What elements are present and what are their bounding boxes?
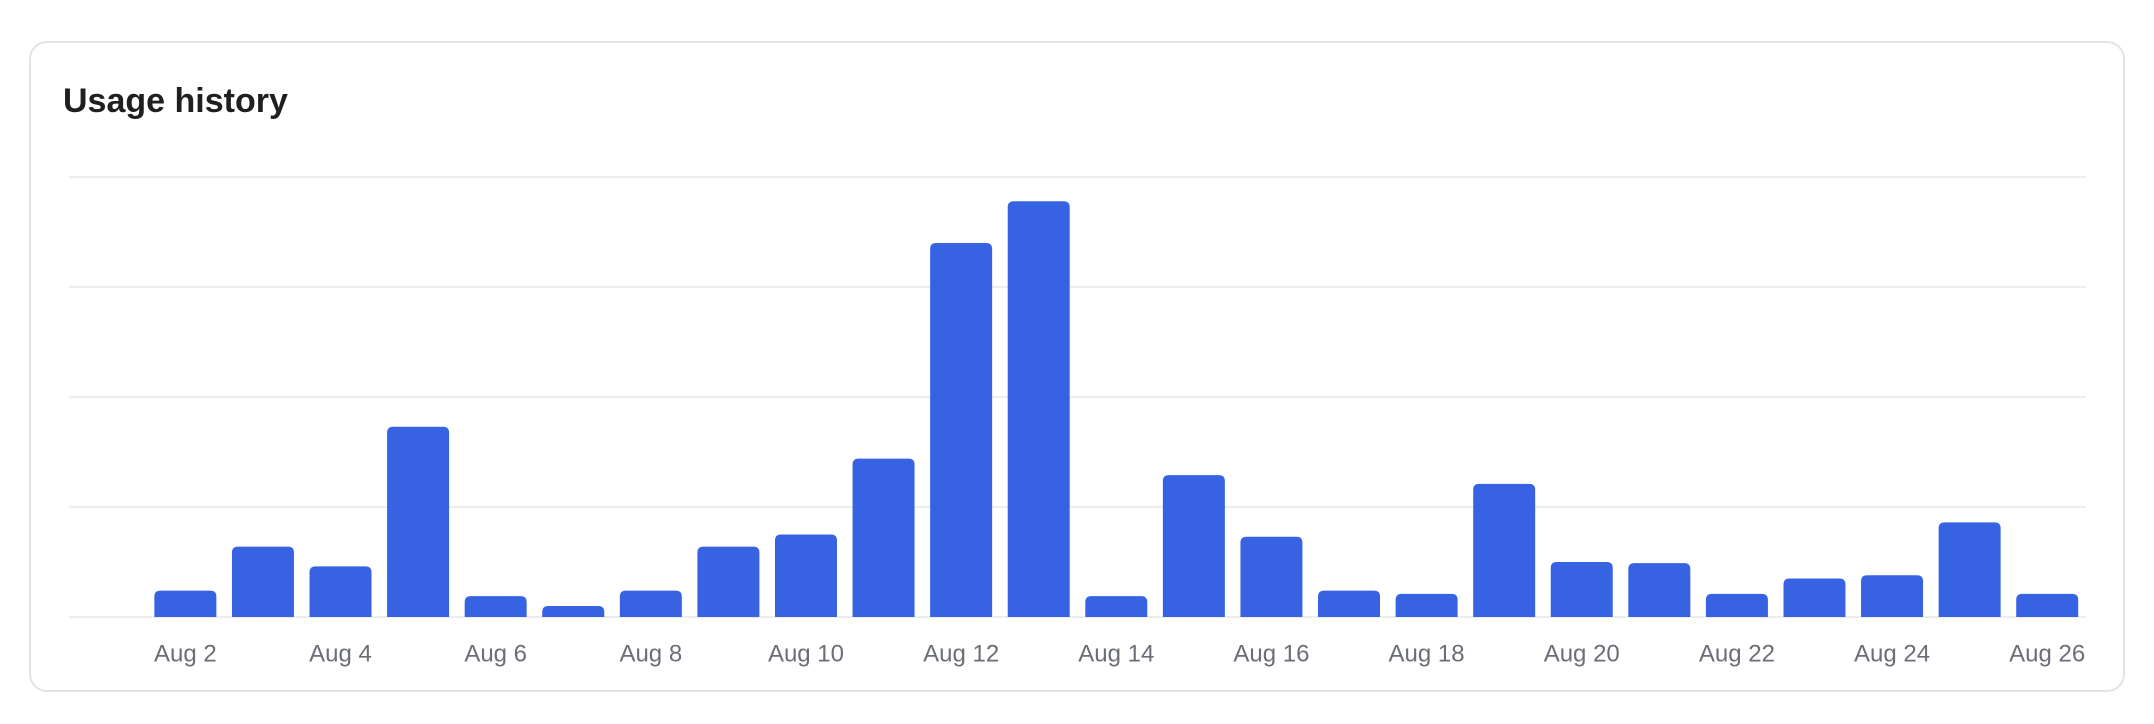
bar [1783,578,1846,617]
x-tick-label: Aug 12 [923,640,999,667]
bar [930,243,993,617]
bar [464,596,527,617]
bar [1240,536,1303,617]
bar [1628,563,1691,617]
bar [542,606,605,617]
x-tick-label: Aug 26 [2009,640,2085,667]
x-tick-label: Aug 2 [154,640,217,667]
x-tick-label: Aug 24 [1854,640,1930,667]
bar [1861,575,1924,617]
bar [774,534,837,617]
usage-card [29,41,2125,692]
bar [1318,590,1381,617]
bar [309,566,372,617]
bar [852,458,915,617]
x-tick-label: Aug 22 [1699,640,1775,667]
x-tick-label: Aug 8 [619,640,682,667]
x-tick-label: Aug 6 [464,640,527,667]
bar [154,590,217,617]
x-tick-label: Aug 18 [1389,640,1465,667]
x-tick-label: Aug 10 [768,640,844,667]
x-tick-label: Aug 14 [1078,640,1154,667]
bar [619,590,682,617]
x-tick-label: Aug 16 [1233,640,1309,667]
bar [1162,475,1225,617]
bar [2016,593,2079,617]
x-tick-label: Aug 4 [309,640,372,667]
bar [387,426,450,617]
bar [1473,483,1536,617]
x-tick-label: Aug 20 [1544,640,1620,667]
bar [231,546,294,617]
chart-title: Usage history [63,82,288,120]
bar [1007,201,1070,617]
bar [1705,593,1768,617]
bar [1395,593,1458,617]
bar [697,546,760,617]
bar [1550,562,1613,617]
bar [1938,522,2001,617]
bar [1085,596,1148,617]
